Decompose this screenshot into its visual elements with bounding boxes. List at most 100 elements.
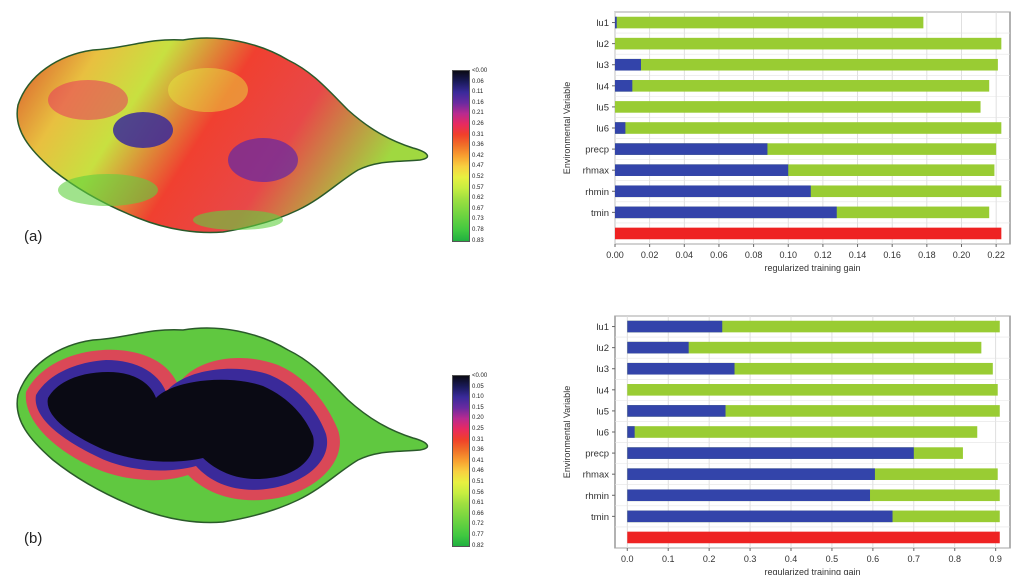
legend-tick-label: 0.47 <box>472 163 484 170</box>
bar <box>627 320 1000 333</box>
x-tick-label: 0.02 <box>641 250 659 260</box>
bar <box>627 341 689 354</box>
legend-tick-label: 0.57 <box>472 184 484 191</box>
legend-tick-label: 0.25 <box>472 425 484 432</box>
category-label: lu1 <box>596 322 609 333</box>
legend-tick-label: 0.46 <box>472 468 484 475</box>
map-a <box>16 37 429 234</box>
legend-tick-labels: <0.00 0.05 0.10 0.15 0.20 0.25 0.31 0.36 0.41 0.4… <box>472 371 487 551</box>
color-legend-a: <0.00 0.06 0.11 0.16 0.21 0.26 0.31 0.36 0.42 0.4… <box>452 68 522 244</box>
category-label: lu5 <box>596 102 609 113</box>
legend-tick-label: <0.00 <box>472 68 488 74</box>
bar <box>615 16 617 29</box>
bar <box>615 58 641 71</box>
x-tick-label: 0.14 <box>849 250 867 260</box>
category-label: lu2 <box>596 343 609 354</box>
category-label: rhmin <box>585 491 609 502</box>
category-label: rhmin <box>585 187 609 198</box>
x-tick-label: 0.06 <box>710 250 728 260</box>
bar <box>627 362 735 375</box>
legend-tick-labels: <0.00 0.06 0.11 0.16 0.21 0.26 0.31 0.36 0.42 0.4… <box>472 66 487 246</box>
bar <box>615 122 1002 134</box>
legend-tick-label: 0.62 <box>472 195 484 202</box>
bar <box>627 405 726 417</box>
panel-b: (b) <0.00 0.05 0.10 0.15 0.20 0.25 0.31 0.36 0.4… <box>0 290 1017 575</box>
legend-tick-label: 0.66 <box>472 510 484 517</box>
legend-tick-label: 0.16 <box>472 99 484 106</box>
bar <box>627 531 1000 544</box>
x-tick-label: 0.22 <box>987 250 1005 260</box>
x-tick-label: 0.8 <box>948 554 961 564</box>
color-legend-b: <0.00 0.05 0.10 0.15 0.20 0.25 0.31 0.36 0.41 0.4… <box>452 373 522 549</box>
category-label: lu3 <box>596 364 609 375</box>
legend-tick-label: 0.42 <box>472 152 484 159</box>
bar <box>627 426 635 438</box>
bar <box>627 405 1000 417</box>
x-axis-label: regularized training gain <box>764 263 860 273</box>
bar <box>615 80 990 92</box>
x-tick-label: 0.08 <box>745 250 763 260</box>
chart-a: lu1 lu2 lu3 lu4 lu5 lu6 precp rhmax rhmin tmin 0.0… <box>562 11 1011 273</box>
x-tick-label: 0.2 <box>703 554 716 564</box>
bar <box>615 227 1002 240</box>
legend-tick-label: 0.78 <box>472 226 484 233</box>
x-tick-label: 0.18 <box>918 250 936 260</box>
category-label: lu6 <box>596 428 609 439</box>
x-tick-label: 0.16 <box>883 250 901 260</box>
bar <box>627 468 875 480</box>
legend-tick-label: 0.05 <box>472 383 484 390</box>
x-tick-label: 0.0 <box>621 554 634 564</box>
x-axis-label: regularized training gain <box>764 567 860 575</box>
category-label: lu6 <box>596 124 609 135</box>
legend-tick-label: 0.61 <box>472 500 484 507</box>
category-label: lu3 <box>596 60 609 71</box>
bar <box>615 185 811 198</box>
x-tick-label: 0.10 <box>779 250 797 260</box>
bar <box>615 37 1002 50</box>
legend-tick-label: <0.00 <box>472 373 488 379</box>
bar <box>615 206 837 219</box>
bar <box>627 320 723 333</box>
legend-tick-label: 0.11 <box>472 89 484 96</box>
y-axis-label: Environmental Variable <box>562 386 572 478</box>
x-tick-label: 0.5 <box>826 554 839 564</box>
legend-tick-label: 0.41 <box>472 457 484 464</box>
x-tick-label: 0.04 <box>676 250 694 260</box>
legend-tick-label: 0.26 <box>472 120 484 127</box>
category-label: rhmax <box>583 166 610 177</box>
category-label: lu4 <box>596 81 609 92</box>
bar <box>615 143 997 155</box>
x-tick-label: 0.00 <box>606 250 624 260</box>
category-label: rhmax <box>583 470 610 481</box>
bar <box>627 341 982 354</box>
legend-tick-label: 0.52 <box>472 173 484 180</box>
bar <box>615 101 981 113</box>
legend-tick-label: 0.10 <box>472 394 484 401</box>
x-tick-label: 0.20 <box>953 250 971 260</box>
category-label: lu4 <box>596 385 609 396</box>
panel-a: (a) <0.00 0.06 0.11 0.16 0.21 0.26 0.31 0.36 0.4… <box>0 0 1017 285</box>
bar <box>615 16 924 29</box>
chart-b: lu1 lu2 lu3 lu4 lu5 lu6 precp rhmax rhmin tmin 0.0… <box>562 315 1011 575</box>
x-tick-label: 0.9 <box>989 554 1002 564</box>
legend-color-bar <box>452 70 470 242</box>
bar <box>615 164 995 176</box>
legend-color-bar <box>452 375 470 547</box>
x-tick-label: 0.7 <box>908 554 921 564</box>
bar <box>615 58 998 71</box>
category-label: lu5 <box>596 406 609 417</box>
category-label: precp <box>585 145 609 156</box>
legend-tick-label: 0.15 <box>472 404 484 411</box>
x-tick-label: 0.4 <box>785 554 798 564</box>
legend-tick-label: 0.36 <box>472 142 484 149</box>
x-tick-label: 0.12 <box>814 250 832 260</box>
x-tick-label: 0.1 <box>662 554 675 564</box>
legend-tick-label: 0.31 <box>472 131 484 138</box>
bar <box>627 447 914 459</box>
legend-tick-label: 0.51 <box>472 478 484 485</box>
bar <box>627 489 871 502</box>
panel-label-a: (a) <box>24 228 43 245</box>
legend-tick-label: 0.31 <box>472 436 484 443</box>
map-b <box>16 327 429 524</box>
legend-tick-label: 0.36 <box>472 447 484 454</box>
